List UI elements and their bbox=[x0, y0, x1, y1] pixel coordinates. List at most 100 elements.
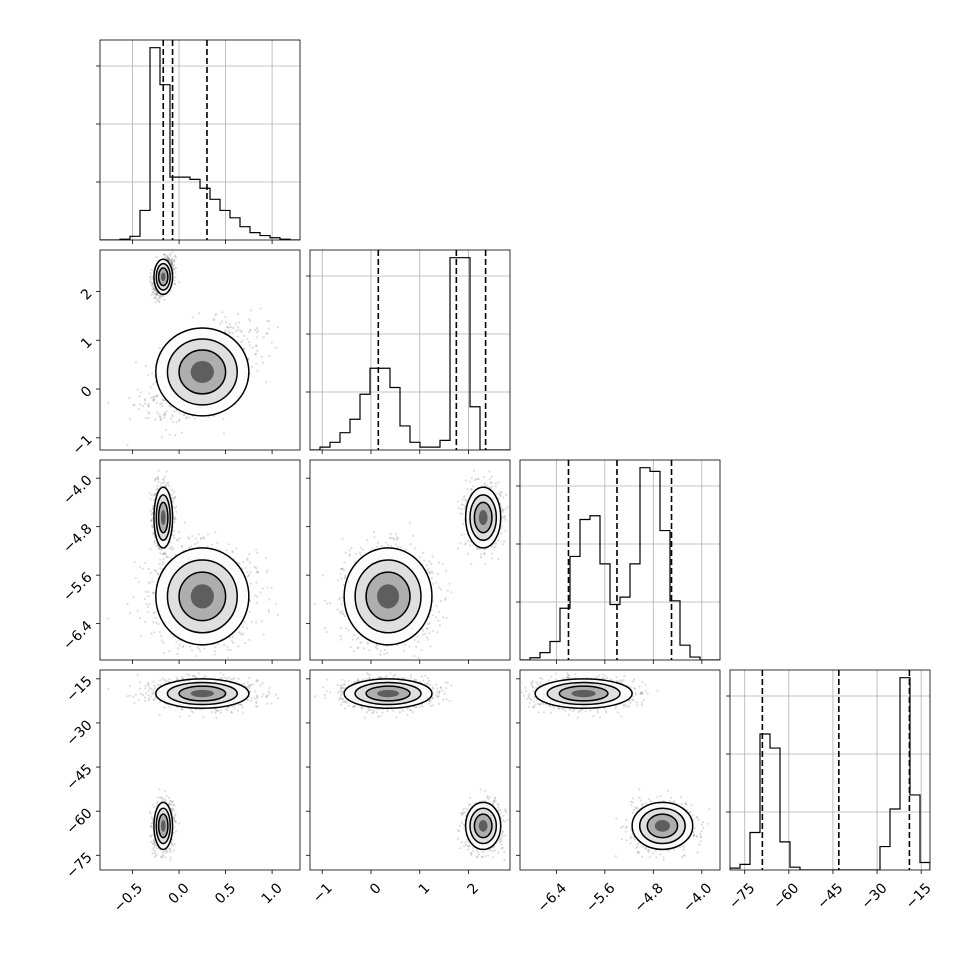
sample-point bbox=[152, 498, 156, 501]
sample-point bbox=[141, 567, 145, 570]
sample-point bbox=[414, 547, 417, 550]
sample-point bbox=[152, 591, 155, 595]
sample-point bbox=[152, 288, 155, 291]
sample-point bbox=[275, 603, 278, 606]
sample-point bbox=[232, 327, 235, 330]
sample-point bbox=[128, 396, 131, 400]
sample-point bbox=[147, 581, 150, 584]
sample-point bbox=[372, 531, 376, 534]
sample-point bbox=[276, 326, 280, 329]
sample-point bbox=[153, 631, 156, 634]
sample-point bbox=[161, 481, 164, 484]
sample-point bbox=[188, 546, 191, 549]
sample-point bbox=[157, 297, 160, 300]
sample-point bbox=[162, 478, 165, 481]
sample-point bbox=[153, 540, 156, 543]
sample-point bbox=[178, 643, 181, 646]
sample-point bbox=[435, 604, 438, 607]
sample-point bbox=[153, 592, 156, 595]
sample-point bbox=[126, 602, 129, 606]
sample-point bbox=[203, 647, 206, 650]
sample-point bbox=[157, 469, 160, 472]
y-tick-label: 1 bbox=[78, 335, 96, 353]
sample-point bbox=[171, 415, 174, 418]
sample-point bbox=[147, 417, 150, 420]
sample-point bbox=[255, 331, 259, 334]
y-tick-label: 2 bbox=[78, 286, 96, 304]
sample-point bbox=[248, 319, 251, 322]
sample-point bbox=[154, 296, 157, 299]
sample-point bbox=[275, 346, 278, 349]
sample-point bbox=[430, 570, 434, 573]
sample-point bbox=[398, 665, 400, 667]
sample-point bbox=[170, 488, 174, 492]
sample-point bbox=[148, 582, 151, 585]
sample-point bbox=[169, 258, 173, 262]
sample-point bbox=[180, 545, 184, 548]
sample-point bbox=[249, 328, 252, 331]
sample-point bbox=[139, 635, 143, 638]
sample-point bbox=[162, 552, 166, 555]
sample-point bbox=[226, 326, 229, 329]
sample-point bbox=[250, 365, 253, 368]
sample-point bbox=[503, 540, 506, 543]
sample-point bbox=[151, 291, 154, 294]
sample-point bbox=[265, 332, 268, 335]
sample-point bbox=[162, 641, 165, 644]
sample-point bbox=[148, 602, 151, 606]
sample-point bbox=[249, 582, 253, 585]
sample-point bbox=[152, 612, 155, 615]
sample-point bbox=[188, 537, 191, 540]
sample-point bbox=[266, 319, 269, 323]
sample-point bbox=[149, 272, 152, 275]
sample-point bbox=[147, 402, 150, 406]
sample-point bbox=[161, 399, 165, 402]
sample-point bbox=[214, 313, 217, 317]
sample-point bbox=[173, 521, 176, 524]
sample-point bbox=[248, 331, 251, 334]
sample-point bbox=[248, 553, 251, 556]
sample-point bbox=[212, 317, 215, 321]
sample-point bbox=[168, 404, 171, 407]
sample-point bbox=[178, 537, 181, 540]
sample-point bbox=[144, 364, 147, 367]
sample-point bbox=[155, 292, 159, 296]
sample-point bbox=[149, 277, 152, 281]
y-tick-label: −5.6 bbox=[60, 569, 95, 604]
sample-point bbox=[255, 567, 258, 570]
sample-point bbox=[221, 311, 224, 314]
sample-point bbox=[197, 533, 200, 536]
sample-point bbox=[162, 651, 165, 655]
sample-point bbox=[244, 641, 247, 645]
sample-point bbox=[162, 478, 165, 482]
sample-point bbox=[166, 255, 169, 258]
sample-point bbox=[161, 553, 164, 556]
sample-point bbox=[147, 567, 150, 571]
sample-point bbox=[246, 575, 250, 578]
sample-point bbox=[165, 555, 168, 559]
sample-point bbox=[163, 411, 167, 415]
sample-point bbox=[255, 548, 258, 551]
sample-point bbox=[134, 577, 137, 580]
sample-point bbox=[243, 620, 246, 623]
sample-point bbox=[137, 581, 140, 584]
sample-point bbox=[150, 294, 153, 297]
sample-point bbox=[169, 254, 172, 257]
sample-point bbox=[158, 294, 161, 297]
sample-point bbox=[155, 401, 158, 404]
sample-point bbox=[160, 548, 164, 551]
sample-point bbox=[163, 552, 167, 555]
sample-point bbox=[150, 519, 153, 522]
sample-point bbox=[158, 413, 161, 416]
sample-point bbox=[150, 275, 153, 278]
sample-point bbox=[173, 517, 176, 521]
sample-point bbox=[251, 663, 253, 665]
axes-frame bbox=[99, 249, 301, 451]
sample-point bbox=[176, 647, 180, 650]
sample-point bbox=[254, 594, 257, 597]
sample-point bbox=[249, 571, 252, 574]
sample-point bbox=[159, 567, 162, 570]
sample-point bbox=[165, 470, 168, 473]
sample-point bbox=[228, 331, 231, 335]
